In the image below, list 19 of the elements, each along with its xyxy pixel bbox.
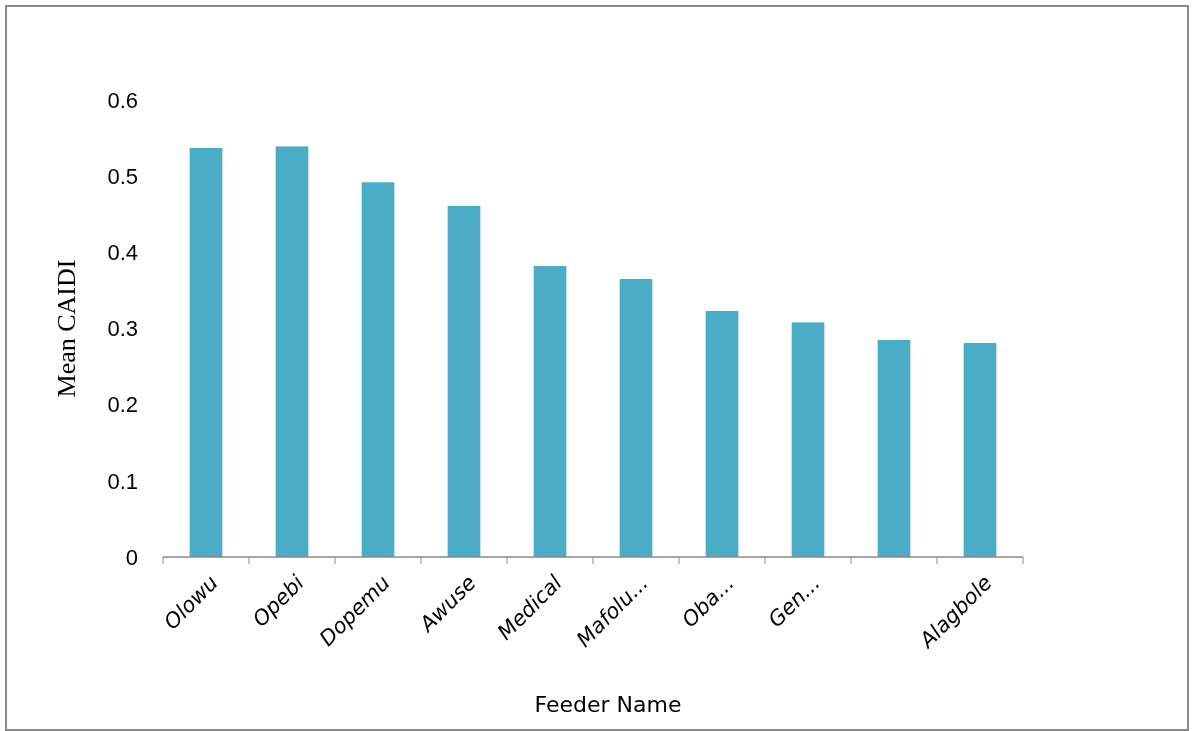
- y-tick-label: 0.6: [107, 87, 138, 113]
- y-axis-title: Mean CAIDI: [52, 259, 81, 398]
- bar: [963, 342, 997, 557]
- bar: [275, 146, 309, 557]
- bar: [189, 147, 223, 557]
- bar: [877, 339, 911, 557]
- bar: [705, 310, 739, 557]
- y-tick-label: 0.5: [107, 163, 138, 189]
- bar: [361, 182, 395, 557]
- y-tick-label: 0: [125, 544, 138, 570]
- bar: [791, 322, 825, 557]
- bar: [619, 278, 653, 557]
- x-axis-title: Feeder Name: [534, 692, 682, 717]
- y-tick-label: 0.3: [107, 316, 138, 342]
- y-tick-label: 0.2: [107, 392, 138, 418]
- y-tick-label: 0.1: [107, 468, 138, 494]
- y-tick-label: 0.4: [107, 240, 138, 266]
- bar: [447, 205, 481, 557]
- bar: [533, 266, 567, 557]
